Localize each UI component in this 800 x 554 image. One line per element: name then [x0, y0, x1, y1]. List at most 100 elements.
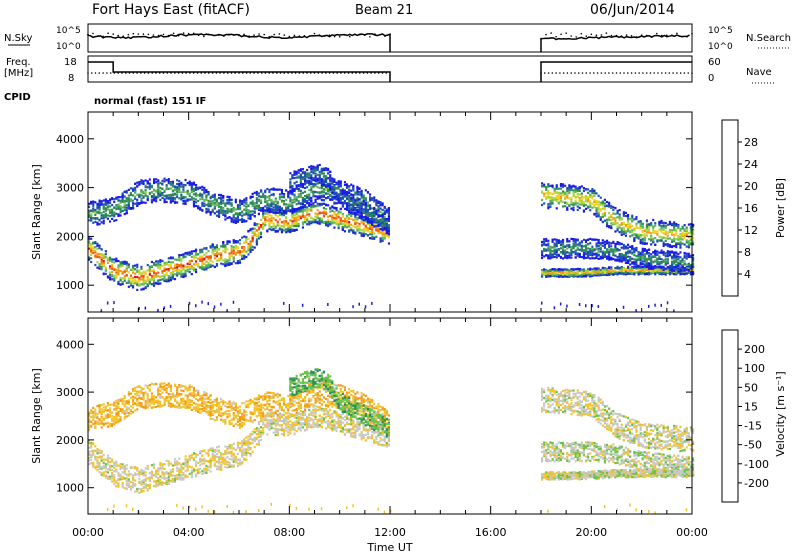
range-gate-cell — [335, 223, 338, 226]
range-gate-cell — [176, 188, 179, 191]
nsearch-point — [348, 35, 351, 38]
range-gate-cell — [358, 225, 361, 228]
range-gate-cell — [664, 270, 667, 273]
range-gate-cell — [182, 186, 185, 189]
range-gate-cell — [373, 206, 376, 210]
range-gate-cell — [383, 224, 386, 227]
range-gate-cell — [266, 212, 269, 215]
range-gate-cell — [268, 195, 271, 198]
range-gate-cell — [278, 218, 281, 221]
nsearch-point — [258, 33, 260, 35]
range-gate-cell — [629, 272, 632, 275]
range-gate-cell — [341, 228, 344, 231]
range-gate-cell — [333, 211, 336, 214]
range-gate-cell — [545, 188, 548, 191]
range-gate-cell — [119, 263, 122, 266]
range-gate-cell — [348, 194, 351, 197]
nsearch-point — [600, 34, 603, 36]
range-gate-cell — [203, 268, 206, 271]
range-gate-cell — [190, 273, 193, 276]
range-gate-cell — [136, 276, 139, 279]
nsearch-point — [570, 35, 572, 37]
range-gate-cell — [268, 227, 271, 230]
range-gate-cell — [318, 181, 321, 184]
range-gate-cell — [184, 271, 187, 274]
range-gate-cell — [245, 237, 248, 240]
nsearch-point — [590, 33, 593, 36]
range-gate-cell — [203, 262, 206, 265]
range-gate-cell — [88, 247, 91, 250]
range-gate-cell — [109, 271, 112, 274]
range-gate-cell — [295, 198, 298, 201]
range-gate-cell — [241, 236, 244, 239]
range-gate-cell — [287, 196, 290, 199]
nave-point — [627, 72, 629, 74]
range-gate-cell — [209, 205, 212, 208]
range-gate-cell — [333, 201, 336, 204]
range-gate-cell — [176, 270, 179, 273]
range-gate-cell — [589, 271, 592, 274]
range-gate-cell — [564, 191, 567, 194]
range-gate-cell — [144, 282, 147, 285]
range-gate-cell — [287, 227, 290, 230]
range-gate-cell — [199, 251, 202, 254]
range-gate-cell — [222, 245, 225, 248]
range-gate-cell — [190, 267, 193, 270]
range-gate-cell — [104, 199, 107, 202]
range-gate-cell — [582, 204, 585, 207]
range-gate-cell — [352, 218, 355, 221]
range-gate-cell — [245, 202, 248, 205]
range-gate-cell — [333, 195, 336, 198]
range-gate-cell — [614, 212, 617, 215]
range-gate-cell — [327, 172, 330, 175]
range-gate-cell — [153, 188, 156, 191]
nsearch-point — [152, 34, 155, 36]
range-gate-cell — [232, 250, 235, 253]
range-gate-cell — [356, 229, 359, 232]
range-gate-cell — [157, 271, 160, 274]
range-gate-cell — [306, 196, 309, 199]
range-gate-cell — [117, 268, 120, 271]
range-gate-cell — [333, 191, 336, 194]
range-gate-cell — [274, 188, 277, 191]
range-gate-cell — [627, 220, 630, 223]
range-gate-cell — [260, 201, 263, 205]
range-gate-cell — [270, 226, 273, 229]
range-gate-cell — [385, 230, 388, 233]
range-gate-cell — [234, 244, 237, 247]
range-gate-cell — [253, 191, 256, 194]
range-gate-cell — [369, 199, 372, 202]
range-gate-cell — [346, 184, 349, 187]
range-gate-cell — [620, 218, 623, 221]
range-gate-cell — [366, 202, 369, 205]
range-gate-cell — [639, 272, 642, 275]
range-gate-cell — [280, 207, 283, 210]
range-gate-cell — [119, 208, 122, 211]
nave-point — [204, 72, 206, 74]
range-gate-cell — [222, 199, 225, 202]
range-gate-cell — [111, 258, 114, 261]
range-gate-cell — [553, 274, 556, 277]
range-gate-cell — [90, 253, 93, 256]
range-gate-cell — [266, 204, 269, 207]
range-gate-cell — [601, 268, 604, 272]
range-gate-cell — [358, 214, 361, 217]
range-gate-cell — [320, 199, 323, 202]
range-gate-cell — [201, 262, 204, 265]
range-gate-cell — [257, 204, 260, 207]
range-gate-cell — [251, 237, 254, 240]
range-gate-cell — [260, 232, 263, 236]
range-gate-cell — [572, 202, 575, 205]
range-gate-cell — [115, 197, 118, 200]
range-gate-cell — [585, 200, 588, 203]
range-gate-cell — [203, 204, 206, 208]
range-gate-cell — [383, 237, 386, 240]
range-gate-cell — [241, 220, 244, 223]
range-gate-cell — [260, 235, 263, 238]
range-gate-cell — [140, 267, 143, 270]
range-gate-cell — [358, 228, 361, 231]
range-gate-cell — [182, 190, 185, 193]
range-gate-cell — [218, 209, 221, 212]
range-gate-cell — [568, 204, 571, 207]
range-gate-cell — [257, 198, 260, 201]
